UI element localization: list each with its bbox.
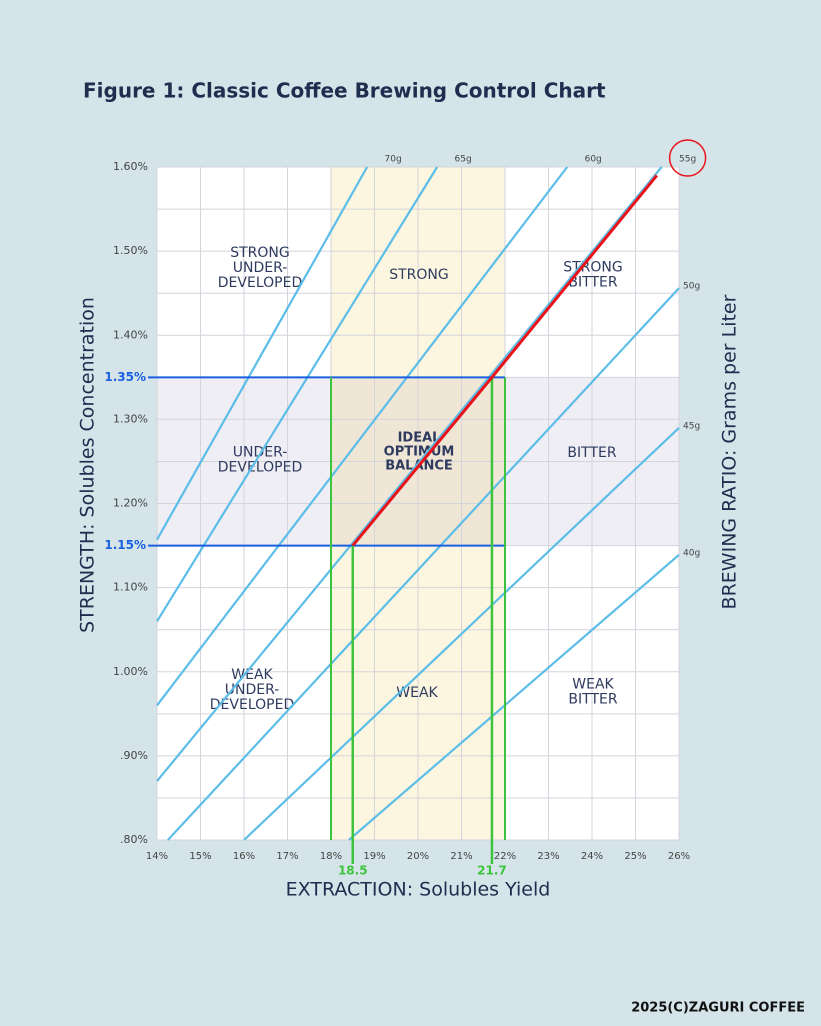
reference-y-label: 1.15%	[104, 538, 146, 552]
zone-label: UNDER-	[233, 260, 288, 276]
y-tick-label: 1.60%	[113, 160, 148, 173]
ratio-label: 60g	[585, 155, 602, 165]
ratio-label: 40g	[683, 548, 700, 558]
y-tick-label: 1.20%	[113, 497, 148, 510]
footer: 2025(C)ZAGURI COFFEE	[631, 1001, 805, 1016]
zone-label: BITTER	[567, 445, 616, 461]
x-tick-label: 25%	[624, 851, 646, 862]
highlight-line	[351, 174, 658, 547]
reference-y-label: 1.35%	[104, 370, 146, 384]
ideal-label: OPTIMUM	[384, 445, 455, 460]
zone-label: STRONG	[389, 267, 449, 283]
y-tick-label: .90%	[120, 749, 148, 762]
y-tick-label: 1.50%	[113, 244, 148, 257]
zone-label: UNDER-	[225, 682, 280, 698]
zone-label: STRONG	[563, 260, 623, 276]
x-tick-label: 14%	[146, 851, 168, 862]
x-tick-label: 23%	[537, 851, 559, 862]
zone-label: BITTER	[568, 692, 617, 708]
ratio-label: 50g	[683, 282, 700, 292]
ideal-label: IDEAL	[398, 431, 441, 446]
highlight-circle	[668, 139, 707, 177]
zone-label: STRONG	[230, 245, 290, 261]
ratio-label: 70g	[385, 155, 402, 165]
ratio-line	[156, 166, 369, 541]
y-tick-label: 1.00%	[113, 665, 148, 678]
ratio-label: 55g	[679, 155, 696, 165]
zone-label: WEAK	[572, 677, 614, 693]
x-tick-label: 15%	[189, 851, 211, 862]
y-tick-label: 1.30%	[113, 412, 148, 425]
x-tick-label: 24%	[581, 851, 603, 862]
zone-label: DEVELOPED	[218, 460, 302, 476]
x-tick-label: 20%	[407, 851, 429, 862]
x-tick-label: 16%	[233, 851, 255, 862]
x-axis-label: EXTRACTION: Solubles Yield	[286, 879, 551, 901]
ratio-label: 45g	[683, 421, 700, 431]
y-tick-label: 1.10%	[113, 581, 148, 594]
ratio-line	[243, 426, 680, 841]
x-tick-label: 17%	[276, 851, 298, 862]
zone-label: WEAK	[231, 667, 273, 683]
reference-x-label: 21.7	[477, 864, 507, 878]
zone-label: WEAK	[396, 685, 438, 701]
y-axis-label: STRENGTH: Solubles Concentration	[77, 297, 99, 633]
ratio-line	[167, 287, 680, 841]
y-tick-label: .80%	[120, 833, 148, 846]
y-tick-label: 1.40%	[113, 328, 148, 341]
x-tick-label: 18%	[320, 851, 342, 862]
ratio-label: 65g	[455, 155, 472, 165]
ratio-line	[156, 166, 663, 782]
zone-label: BITTER	[568, 275, 617, 291]
chart-title: Figure 1: Classic Coffee Brewing Control…	[83, 79, 606, 103]
ratio-line	[156, 166, 569, 707]
x-tick-label: 22%	[494, 851, 516, 862]
x-tick-label: 26%	[668, 851, 690, 862]
zone-label: DEVELOPED	[210, 697, 294, 713]
zone-label: DEVELOPED	[218, 275, 302, 291]
reference-x-label: 18.5	[338, 864, 368, 878]
x-tick-label: 21%	[450, 851, 472, 862]
y2-axis-label: BREWING RATIO: Grams per Liter	[719, 294, 741, 609]
ratio-line	[348, 553, 680, 841]
x-tick-label: 19%	[363, 851, 385, 862]
